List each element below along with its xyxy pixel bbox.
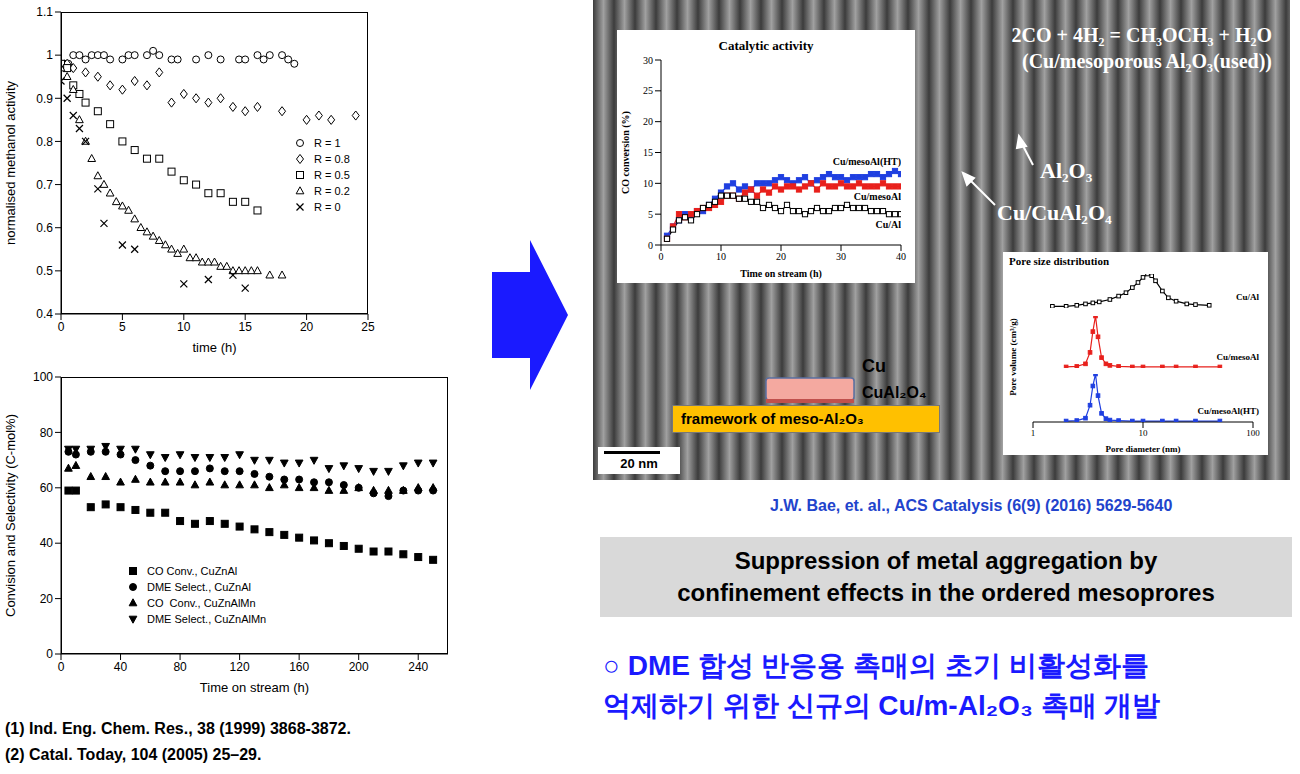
svg-text:20: 20 [776,251,786,262]
svg-text:25: 25 [643,85,653,96]
svg-text:240: 240 [408,660,428,674]
svg-text:Time on stream (h): Time on stream (h) [740,268,822,280]
html-text:R = 1: R = 1 [314,137,341,149]
html-text:(1) Ind. Eng. Chem. Res., 38 (: (1) Ind. Eng. Chem. Res., 38 (1999) 3868… [5,720,351,737]
svg-text:10: 10 [1139,428,1149,438]
svg-text:100: 100 [1246,428,1260,438]
svg-text:0: 0 [648,240,653,251]
html-text:Cu/mesoAl(HT): Cu/mesoAl(HT) [1197,406,1259,416]
html-text:DME Select., CuZnAl: DME Select., CuZnAl [147,581,251,593]
svg-text:10: 10 [177,320,191,334]
html-text:Al₂O₃: Al₂O₃ [1040,158,1093,183]
svg-text:200: 200 [349,660,369,674]
svg-text:1.1: 1.1 [36,5,53,19]
svg-text:80: 80 [173,660,187,674]
html-text:Cu/Al: Cu/Al [1236,292,1259,302]
html-text:(Cu/mesoporous Al₂O₃(used)): (Cu/mesoporous Al₂O₃(used)) [1022,50,1272,72]
svg-text:0.9: 0.9 [36,92,53,106]
html-text:J.W. Bae, et. al., ACS Catalys: J.W. Bae, et. al., ACS Catalysis (6(9) (… [770,497,1173,514]
html-text:Pore size distribution: Pore size distribution [1009,255,1109,267]
svg-text:0: 0 [58,320,65,334]
svg-text:Time on stream (h): Time on stream (h) [200,680,309,695]
svg-text:15: 15 [239,320,253,334]
html-text:Cu/mesoAl: Cu/mesoAl [1216,352,1259,362]
svg-text:15: 15 [643,147,653,158]
svg-text:Cu/mesoAl: Cu/mesoAl [854,191,901,202]
html-text:억제하기 위한 신규의 Cu/m-Al₂O₃ 촉매 개발: 억제하기 위한 신규의 Cu/m-Al₂O₃ 촉매 개발 [603,690,1161,721]
svg-text:0: 0 [58,660,65,674]
html-text:20 nm: 20 nm [620,456,658,471]
html-text:R = 0.5: R = 0.5 [314,169,350,181]
svg-text:0.4: 0.4 [36,307,53,321]
html-text:framework of meso-Al₂O₃: framework of meso-Al₂O₃ [681,410,864,427]
html-text:DME Select., CuZnAlMn: DME Select., CuZnAlMn [147,613,267,625]
html-text:R = 0.8: R = 0.8 [314,153,350,165]
svg-text:5: 5 [119,320,126,334]
html-text:CuAl₂O₄: CuAl₂O₄ [862,384,927,401]
svg-text:40: 40 [40,536,54,550]
svg-text:5: 5 [648,209,653,220]
svg-text:20: 20 [300,320,314,334]
html-text:R = 0.2: R = 0.2 [314,185,350,197]
svg-text:25: 25 [361,320,375,334]
svg-text:Pore volume (cm³/g): Pore volume (cm³/g) [1008,318,1018,396]
svg-text:30: 30 [643,55,653,66]
svg-text:120: 120 [230,660,250,674]
html-text:Cu: Cu [862,356,886,376]
svg-text:40: 40 [896,251,906,262]
html-text:(2) Catal. Today, 104 (2005) 2: (2) Catal. Today, 104 (2005) 25–29. [5,746,262,763]
svg-text:1: 1 [1031,428,1036,438]
svg-text:1: 1 [46,48,53,62]
svg-text:20: 20 [643,116,653,127]
svg-text:0.6: 0.6 [36,221,53,235]
svg-text:0: 0 [659,251,664,262]
svg-text:Convision and Selectivity (C-m: Convision and Selectivity (C-mol%) [8,414,18,617]
html-text:R = 0: R = 0 [314,201,341,213]
html-text:Catalytic activity: Catalytic activity [718,38,814,53]
svg-text:100: 100 [33,370,53,384]
html-text:2CO + 4H₂ = CH₃OCH₃ + H₂O: 2CO + 4H₂ = CH₃OCH₃ + H₂O [1011,24,1272,46]
html-text:○ DME 합성 반응용 촉매의 초기 비활성화를: ○ DME 합성 반응용 촉매의 초기 비활성화를 [603,650,1149,681]
svg-text:CO conversion (%): CO conversion (%) [620,111,632,194]
svg-text:0: 0 [46,647,53,661]
html-text:Suppression of metal aggregati: Suppression of metal aggregation by [734,547,1158,574]
svg-text:0.5: 0.5 [36,264,53,278]
svg-text:10: 10 [643,178,653,189]
svg-text:80: 80 [40,426,54,440]
html-text:CO Conv., CuZnAlMn: CO Conv., CuZnAlMn [147,597,256,609]
svg-text:160: 160 [289,660,309,674]
svg-text:60: 60 [40,481,54,495]
html-text:Cu/CuAl₂O₄: Cu/CuAl₂O₄ [997,200,1112,225]
svg-text:Pore diameter (nm): Pore diameter (nm) [1105,444,1180,454]
html-text:confinement effects in the ord: confinement effects in the ordered mesop… [677,579,1215,606]
svg-text:0.7: 0.7 [36,178,53,192]
svg-text:40: 40 [114,660,128,674]
svg-text:Cu/mesoAl(HT): Cu/mesoAl(HT) [833,156,901,168]
svg-text:Cu/Al: Cu/Al [875,219,901,230]
svg-text:time (h): time (h) [192,340,236,355]
svg-text:10: 10 [716,251,726,262]
svg-text:0.8: 0.8 [36,135,53,149]
html-text:CO Conv., CuZnAl: CO Conv., CuZnAl [147,565,238,577]
svg-text:20: 20 [40,592,54,606]
svg-text:normalised methanol activity: normalised methanol activity [8,80,18,245]
svg-text:30: 30 [836,251,846,262]
